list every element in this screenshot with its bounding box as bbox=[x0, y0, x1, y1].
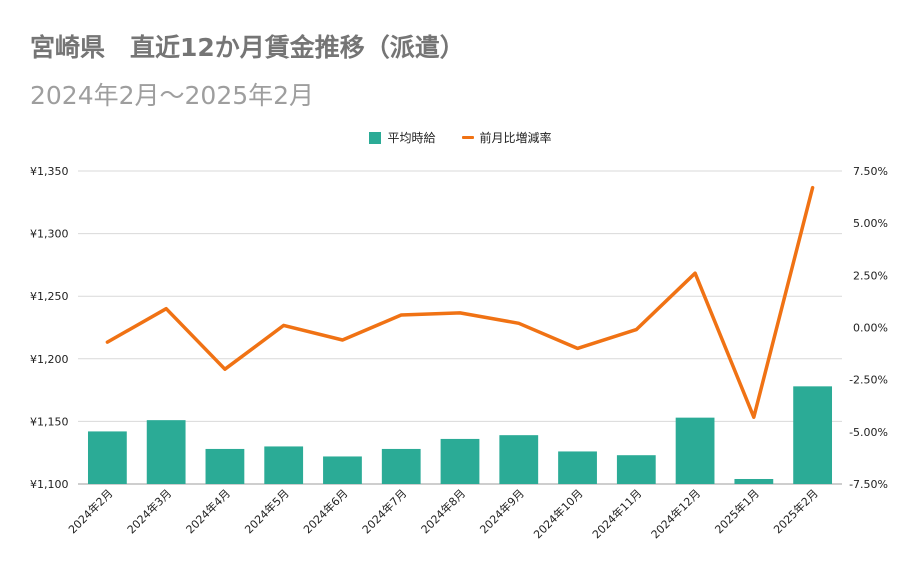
bar bbox=[675, 417, 715, 484]
x-tick-label: 2024年9月 bbox=[477, 486, 527, 536]
chart-title: 宮崎県 直近12か月賃金推移（派遣） bbox=[30, 33, 465, 62]
y-right-tick-label: -2.50% bbox=[849, 374, 888, 387]
bar bbox=[440, 438, 480, 484]
bar bbox=[323, 456, 362, 484]
chart-legend: 平均時給 前月比増減率 bbox=[0, 129, 921, 146]
bar bbox=[793, 386, 833, 484]
x-tick-label: 2024年3月 bbox=[124, 486, 174, 536]
x-tick-label: 2024年10月 bbox=[531, 486, 586, 541]
x-tick-label: 2024年11月 bbox=[589, 486, 644, 541]
y-right-tick-label: 7.50% bbox=[853, 165, 888, 178]
x-tick-label: 2024年4月 bbox=[183, 486, 233, 536]
x-tick-label: 2024年8月 bbox=[418, 486, 468, 536]
line-series bbox=[105, 185, 815, 419]
legend-label-line: 前月比増減率 bbox=[479, 131, 552, 145]
y-left-tick-label: ¥1,150 bbox=[30, 415, 69, 428]
y-right-tick-label: 0.00% bbox=[853, 322, 888, 335]
y-left-tick-label: ¥1,100 bbox=[30, 478, 69, 491]
x-tick-label: 2025年2月 bbox=[771, 486, 821, 536]
x-tick-label: 2024年5月 bbox=[242, 486, 292, 536]
legend-item-line: 前月比増減率 bbox=[461, 129, 552, 146]
bar bbox=[499, 435, 539, 484]
y-right-tick-label: -5.00% bbox=[849, 426, 888, 439]
legend-label-bar: 平均時給 bbox=[387, 131, 436, 145]
bar bbox=[558, 451, 597, 484]
y-left-tick-label: ¥1,200 bbox=[30, 353, 69, 366]
x-tick-label: 2025年1月 bbox=[712, 486, 762, 536]
bar bbox=[616, 455, 656, 484]
y-right-tick-label: 5.00% bbox=[853, 217, 888, 230]
bar bbox=[381, 448, 421, 484]
bar bbox=[734, 478, 774, 484]
y-right-tick-label: 2.50% bbox=[853, 269, 888, 282]
chart-subtitle: 2024年2月～2025年2月 bbox=[30, 81, 315, 110]
bar bbox=[146, 420, 186, 484]
y-left-tick-label: ¥1,350 bbox=[30, 165, 69, 178]
bar bbox=[205, 448, 245, 484]
bar bbox=[87, 431, 127, 484]
y-left-tick-label: ¥1,300 bbox=[30, 228, 69, 241]
bar bbox=[264, 446, 304, 484]
x-tick-label: 2024年6月 bbox=[300, 486, 350, 536]
y-right-tick-label: -7.50% bbox=[849, 478, 888, 491]
x-tick-label: 2024年2月 bbox=[65, 486, 115, 536]
legend-swatch-bar bbox=[369, 131, 382, 144]
legend-item-bar: 平均時給 bbox=[369, 129, 436, 146]
x-tick-label: 2024年7月 bbox=[359, 486, 409, 536]
legend-swatch-line bbox=[461, 136, 474, 139]
x-tick-label: 2024年12月 bbox=[648, 486, 703, 541]
y-left-tick-label: ¥1,250 bbox=[30, 290, 69, 303]
